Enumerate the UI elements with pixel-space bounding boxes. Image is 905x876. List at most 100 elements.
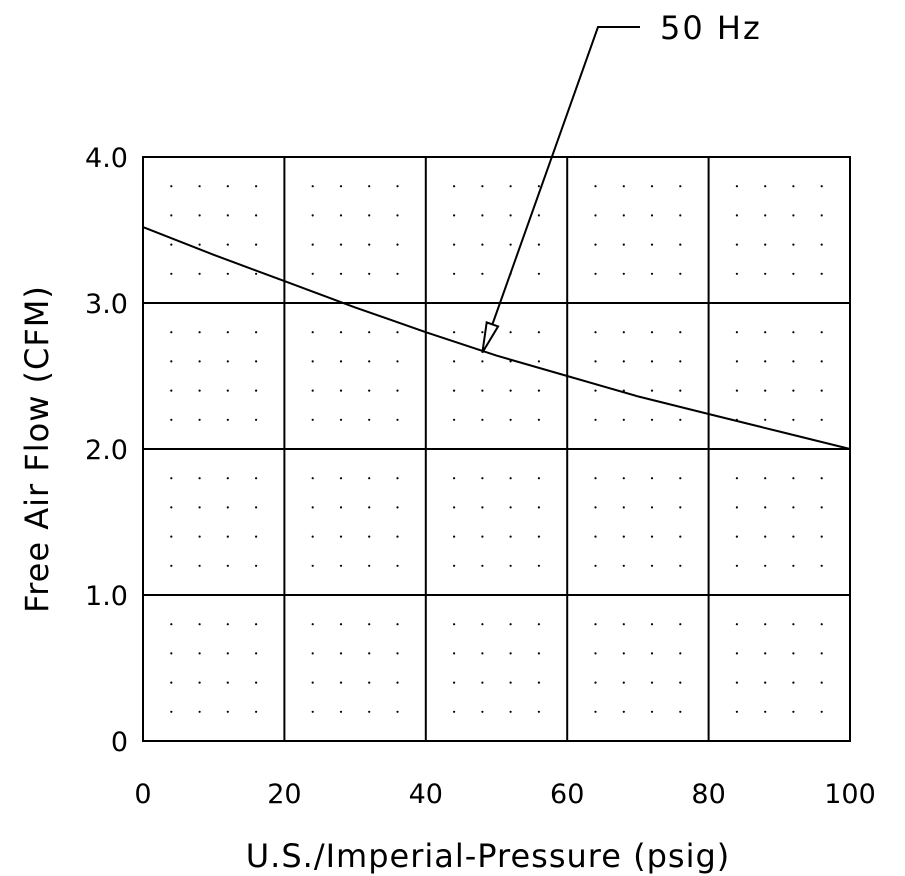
grid-dot (650, 331, 654, 334)
grid-dot (764, 243, 767, 246)
grid-dot (481, 506, 484, 509)
grid-dot (679, 681, 682, 684)
grid-dot (368, 214, 371, 217)
grid-dot (170, 360, 173, 363)
x-tick-label: 0 (134, 779, 151, 810)
minor-grid-dots (170, 185, 823, 713)
grid-dot (537, 535, 541, 538)
grid-dot (198, 185, 201, 188)
grid-dot (368, 623, 371, 626)
grid-dot (453, 623, 456, 626)
grid-dot (198, 272, 201, 275)
grid-dot (792, 272, 795, 275)
grid-dot (820, 477, 823, 480)
grid-dot (820, 185, 823, 188)
grid-dot (650, 418, 654, 421)
grid-dot (368, 272, 371, 275)
grid-dot (170, 710, 173, 713)
grid-dot (735, 331, 739, 334)
grid-dot (339, 389, 343, 392)
grid-dot (622, 652, 625, 655)
grid-dot (735, 477, 739, 480)
grid-dot (509, 652, 512, 655)
grid-dot (453, 360, 456, 363)
grid-dot (170, 243, 173, 246)
grid-dot (735, 389, 739, 392)
y-tick-label: 3.0 (85, 289, 128, 320)
grid-dot (622, 506, 625, 509)
grid-dot (509, 535, 512, 538)
grid-dot (820, 652, 823, 655)
grid-dot (339, 535, 343, 538)
grid-dot (170, 623, 173, 626)
grid-dot (650, 360, 654, 363)
grid-dot (226, 214, 229, 217)
grid-dot (368, 681, 371, 684)
grid-dot (453, 389, 456, 392)
grid-dot (255, 535, 258, 538)
grid-dot (792, 185, 795, 188)
grid-dot (453, 214, 456, 217)
grid-dot (820, 360, 823, 363)
grid-dot (453, 506, 456, 509)
grid-dot (679, 710, 682, 713)
grid-dot (792, 535, 795, 538)
annotation-arrowhead (481, 321, 500, 354)
grid-dot (537, 623, 541, 626)
grid-dot (481, 418, 484, 421)
grid-dot (226, 272, 229, 275)
grid-dot (820, 506, 823, 509)
grid-dot (594, 272, 597, 275)
grid-dot (735, 506, 739, 509)
grid-dot (820, 272, 823, 275)
grid-dot (396, 506, 399, 509)
grid-dot (622, 623, 625, 626)
grid-dot (453, 477, 456, 480)
grid-dot (339, 331, 343, 334)
grid-dot (198, 535, 201, 538)
grid-dot (368, 506, 371, 509)
grid-dot (481, 331, 484, 334)
grid-dot (170, 418, 173, 421)
grid-dot (453, 535, 456, 538)
grid-dot (339, 243, 343, 246)
grid-dot (453, 564, 456, 567)
grid-dot (820, 331, 823, 334)
grid-dot (311, 535, 314, 538)
grid-dot (368, 710, 371, 713)
grid-dot (622, 477, 625, 480)
grid-dot (820, 389, 823, 392)
grid-dot (255, 418, 258, 421)
grid-dot (396, 681, 399, 684)
grid-dot (396, 331, 399, 334)
grid-dot (481, 652, 484, 655)
grid-dot (226, 710, 229, 713)
grid-dot (255, 652, 258, 655)
grid-dot (311, 185, 314, 188)
grid-dot (792, 564, 795, 567)
grid-dot (735, 623, 739, 626)
grid-dot (368, 418, 371, 421)
grid-dot (339, 418, 343, 421)
grid-dot (622, 272, 625, 275)
grid-dot (255, 681, 258, 684)
grid-dot (311, 710, 314, 713)
grid-dot (650, 477, 654, 480)
grid-dot (226, 389, 229, 392)
grid-dot (198, 564, 201, 567)
grid-dot (735, 535, 739, 538)
grid-dot (481, 623, 484, 626)
grid-dot (368, 535, 371, 538)
grid-dot (594, 710, 597, 713)
grid-dot (509, 214, 512, 217)
y-tick-label: 4.0 (85, 143, 128, 174)
grid-dot (594, 418, 597, 421)
grid-dot (198, 623, 201, 626)
grid-dot (622, 185, 625, 188)
grid-dot (820, 564, 823, 567)
grid-dot (339, 272, 343, 275)
grid-dot (198, 360, 201, 363)
grid-dot (792, 331, 795, 334)
grid-dot (509, 243, 512, 246)
grid-dot (537, 389, 541, 392)
